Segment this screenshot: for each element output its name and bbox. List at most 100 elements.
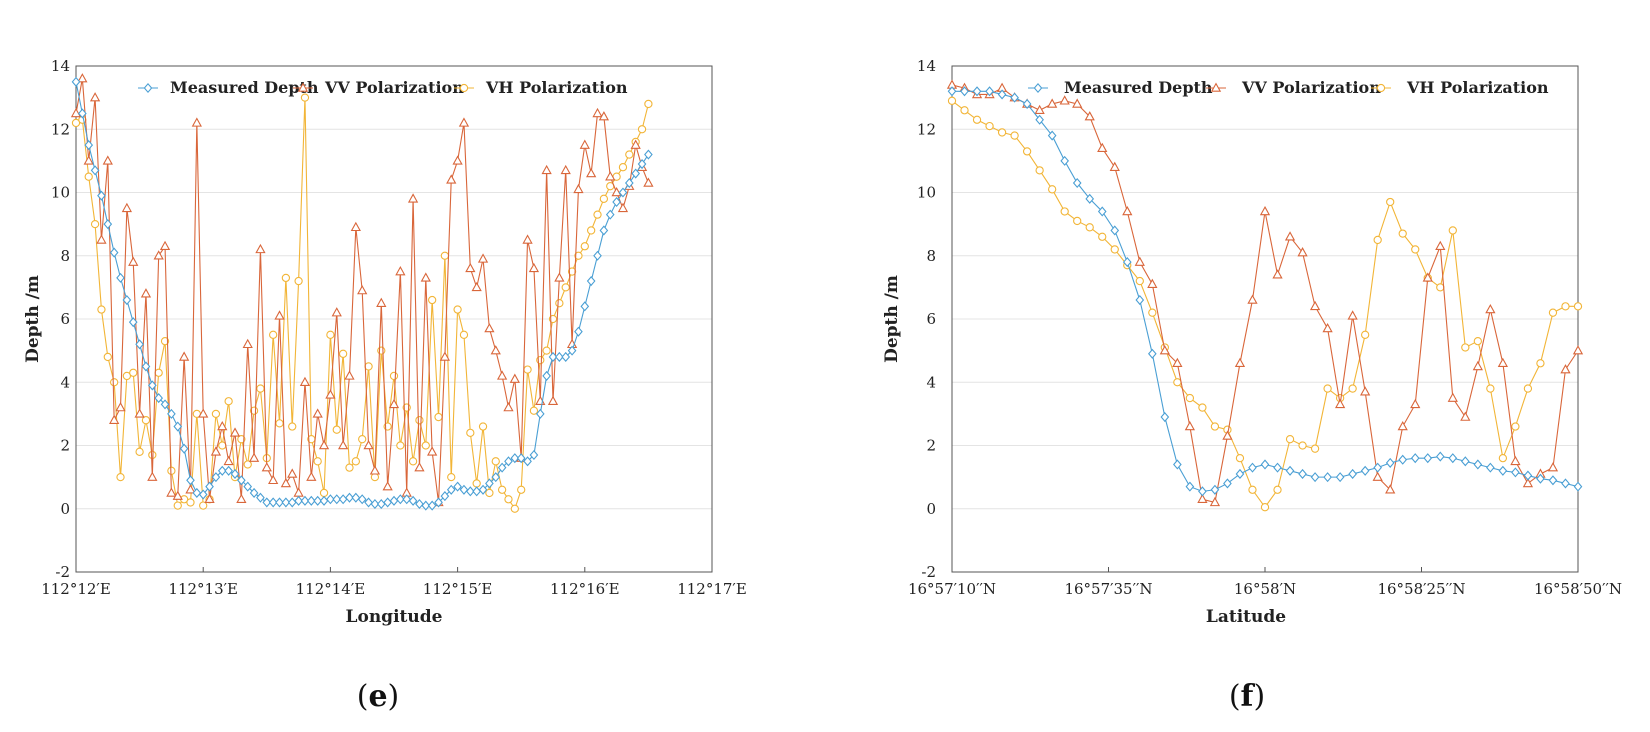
- point-vh: [960, 106, 969, 115]
- point-vh: [288, 422, 297, 431]
- legend-label-vv: VV Polarization: [1241, 78, 1381, 97]
- point-vh: [237, 435, 246, 444]
- point-vh: [1373, 235, 1382, 245]
- point-vv: [592, 107, 603, 118]
- point-vh: [116, 472, 125, 482]
- point-measured: [103, 219, 113, 230]
- x-axis-label: Longitude: [346, 607, 443, 627]
- point-measured: [109, 247, 119, 258]
- point-vh: [389, 371, 399, 381]
- point-vh: [580, 242, 589, 251]
- point-vv: [1184, 420, 1196, 431]
- point-vh: [1310, 444, 1320, 453]
- y-tick-label: 4: [926, 373, 936, 391]
- x-tick-label: 112°14′E: [296, 580, 366, 598]
- point-vv: [70, 107, 82, 118]
- caption-open-paren: (: [357, 679, 369, 714]
- point-vh: [103, 352, 112, 362]
- point-vh: [332, 425, 341, 434]
- point-vv: [1234, 357, 1246, 368]
- point-vv: [1097, 142, 1108, 152]
- point-measured: [135, 339, 144, 350]
- point-vv: [528, 262, 540, 273]
- point-vh: [1022, 147, 1032, 156]
- point-vv: [274, 310, 285, 320]
- point-measured: [972, 86, 982, 97]
- point-vv: [287, 468, 298, 478]
- point-vv: [1072, 98, 1083, 108]
- point-vv: [1322, 322, 1333, 333]
- point-vh: [211, 409, 221, 419]
- point-vv: [484, 322, 495, 333]
- point-vv: [452, 155, 463, 165]
- point-measured: [1335, 472, 1345, 483]
- point-vh: [154, 368, 163, 377]
- point-measured: [198, 489, 208, 500]
- point-vv: [1372, 471, 1383, 481]
- point-vv: [325, 389, 336, 399]
- point-vh: [243, 460, 252, 469]
- point-measured: [71, 76, 81, 87]
- legend-label-vh: VH Polarization: [1406, 78, 1549, 97]
- point-vh: [313, 457, 322, 466]
- point-vv: [217, 420, 228, 431]
- y-tick-label: -2: [921, 563, 936, 581]
- x-tick-label: 16°58′25′′N: [1377, 580, 1465, 598]
- y-tick-label: 14: [51, 57, 70, 75]
- point-vv: [147, 471, 158, 481]
- point-measured: [1122, 257, 1132, 268]
- point-measured: [1473, 459, 1483, 470]
- point-measured: [586, 276, 596, 287]
- x-tick-label: 16°58′N: [1234, 580, 1296, 598]
- point-measured: [1260, 459, 1270, 470]
- point-vv: [643, 177, 654, 187]
- point-measured: [167, 408, 176, 419]
- y-tick-label: 12: [51, 120, 70, 138]
- point-vh: [408, 457, 418, 466]
- point-measured: [947, 86, 957, 97]
- point-measured: [281, 497, 291, 508]
- point-measured: [268, 497, 278, 508]
- series-vv: [946, 79, 1584, 507]
- point-measured: [1460, 456, 1470, 467]
- point-vv: [337, 439, 349, 450]
- point-vv: [541, 164, 552, 175]
- point-measured: [459, 484, 469, 495]
- point-measured: [504, 456, 513, 467]
- x-tick-label: 112°16′E: [550, 580, 620, 598]
- point-measured: [644, 149, 653, 160]
- point-measured: [122, 294, 132, 306]
- point-vh: [440, 251, 450, 260]
- point-measured: [580, 301, 590, 312]
- point-measured: [1561, 478, 1570, 489]
- point-vh: [504, 495, 513, 504]
- point-vh: [345, 463, 354, 472]
- series-measured: [71, 76, 653, 511]
- point-vv: [191, 117, 202, 127]
- point-vh: [542, 346, 551, 355]
- point-vv: [153, 250, 164, 260]
- point-vh: [300, 93, 310, 102]
- x-tick-label: 16°58′50′′N: [1534, 580, 1622, 598]
- point-vv: [89, 92, 101, 102]
- point-vv: [579, 139, 590, 149]
- point-measured: [376, 498, 386, 510]
- point-vh: [370, 472, 380, 482]
- point-measured: [192, 487, 202, 498]
- line-measured: [952, 90, 1579, 492]
- y-tick-label: 2: [60, 437, 70, 455]
- point-measured: [1360, 465, 1370, 476]
- panel-caption: (e): [357, 679, 400, 714]
- point-vv: [185, 484, 196, 494]
- panel-e: -2 0 2 4 6 8 10 12 14 112°12′E 112°13′E 112°14′E 112…: [23, 57, 747, 714]
- point-measured: [1448, 453, 1458, 464]
- point-vh: [1198, 403, 1207, 412]
- point-measured: [1210, 484, 1220, 495]
- point-vv: [1560, 364, 1571, 374]
- point-measured: [1523, 470, 1533, 481]
- point-measured: [605, 209, 615, 220]
- point-vv: [1485, 303, 1496, 314]
- point-vv: [547, 395, 559, 405]
- point-vh: [472, 479, 481, 488]
- point-measured: [1410, 453, 1420, 464]
